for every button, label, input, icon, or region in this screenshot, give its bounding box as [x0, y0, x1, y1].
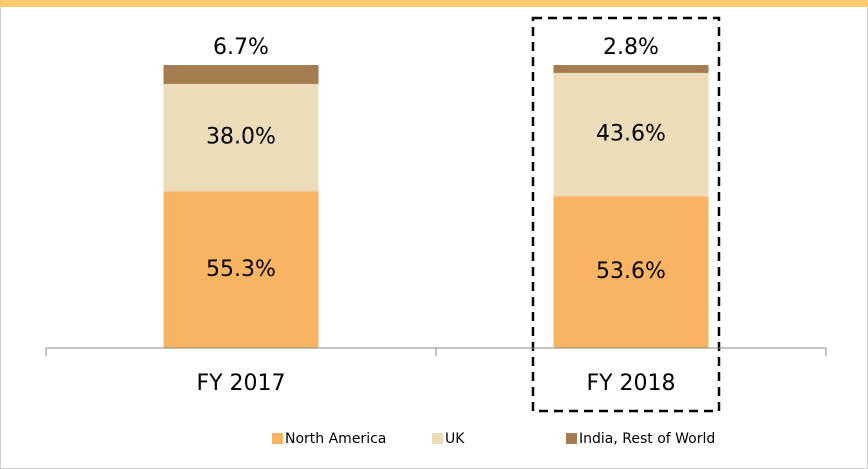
- value-label: 2.8%: [603, 35, 659, 60]
- x-tick-label: FY 2018: [586, 371, 675, 396]
- bar-segment: [163, 83, 319, 192]
- legend-label: India, Rest of World: [579, 431, 715, 447]
- legend-swatch: [566, 433, 577, 444]
- legend-label: UK: [445, 431, 465, 447]
- bar-segment: [163, 65, 319, 84]
- value-label: 43.6%: [596, 122, 666, 147]
- value-label: 53.6%: [596, 259, 666, 284]
- bar-segment: [553, 72, 709, 197]
- bar-segment: [553, 196, 709, 348]
- bar-segment: [163, 191, 319, 348]
- highlight-box: [531, 16, 721, 413]
- legend-swatch: [272, 433, 283, 444]
- top-band: [0, 0, 868, 7]
- value-label: 38.0%: [206, 125, 276, 150]
- legend-swatch: [432, 433, 443, 444]
- legend-label: North America: [285, 431, 386, 447]
- x-tick-label: FY 2017: [196, 371, 285, 396]
- value-label: 6.7%: [213, 35, 269, 60]
- value-label: 55.3%: [206, 257, 276, 282]
- bar-segment: [553, 65, 709, 73]
